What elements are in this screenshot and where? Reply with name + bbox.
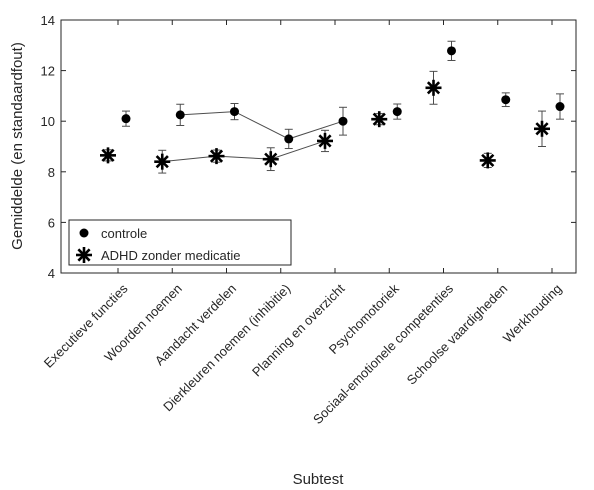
series-layer	[100, 40, 565, 174]
data-point-controle	[392, 107, 402, 117]
data-point-adhd	[100, 147, 116, 164]
legend-box	[68, 219, 292, 266]
x-axis-title: Subtest	[293, 471, 345, 488]
data-point-adhd	[317, 132, 333, 149]
data-point-controle	[175, 110, 185, 120]
y-tick-label: 10	[41, 114, 55, 129]
legend-marker-controle	[79, 228, 89, 238]
legend-label: controle	[101, 226, 147, 241]
data-point-adhd	[425, 79, 442, 96]
x-tick-label: Werkhouding	[500, 281, 565, 346]
y-tick-label: 12	[41, 64, 55, 79]
y-tick-label: 8	[48, 165, 55, 180]
series-star	[100, 70, 550, 174]
data-point-adhd	[262, 151, 279, 168]
legend: controle ADHD zonder medicatie	[68, 219, 292, 266]
series-dot	[121, 40, 565, 150]
x-tick-label: Planning en overzicht	[249, 281, 348, 380]
series-line	[180, 111, 344, 140]
data-point-adhd	[371, 111, 388, 128]
data-point-controle	[447, 46, 456, 56]
series-line	[162, 140, 326, 163]
legend-label: ADHD zonder medicatie	[101, 248, 240, 263]
legend-items: controle ADHD zonder medicatie	[76, 226, 240, 263]
legend-marker-adhd	[76, 247, 92, 263]
y-axis-title: Gemiddelde (en standaardfout)	[9, 42, 26, 250]
data-point-controle	[338, 116, 348, 126]
data-point-adhd	[154, 153, 171, 170]
y-tick-label: 4	[48, 266, 55, 281]
data-point-controle	[555, 102, 565, 112]
data-point-adhd	[479, 152, 496, 169]
data-point-adhd	[534, 120, 550, 137]
axis-ticks: 4 6 8 10 12 14	[41, 13, 576, 281]
data-point-controle	[121, 114, 131, 124]
data-point-controle	[501, 95, 511, 105]
data-point-controle	[230, 107, 239, 117]
y-tick-label: 6	[48, 215, 55, 230]
data-point-controle	[284, 134, 294, 144]
data-point-adhd	[208, 148, 225, 165]
y-tick-label: 14	[41, 13, 55, 28]
x-tick-label: Schoolse vaardigheden	[404, 281, 511, 388]
